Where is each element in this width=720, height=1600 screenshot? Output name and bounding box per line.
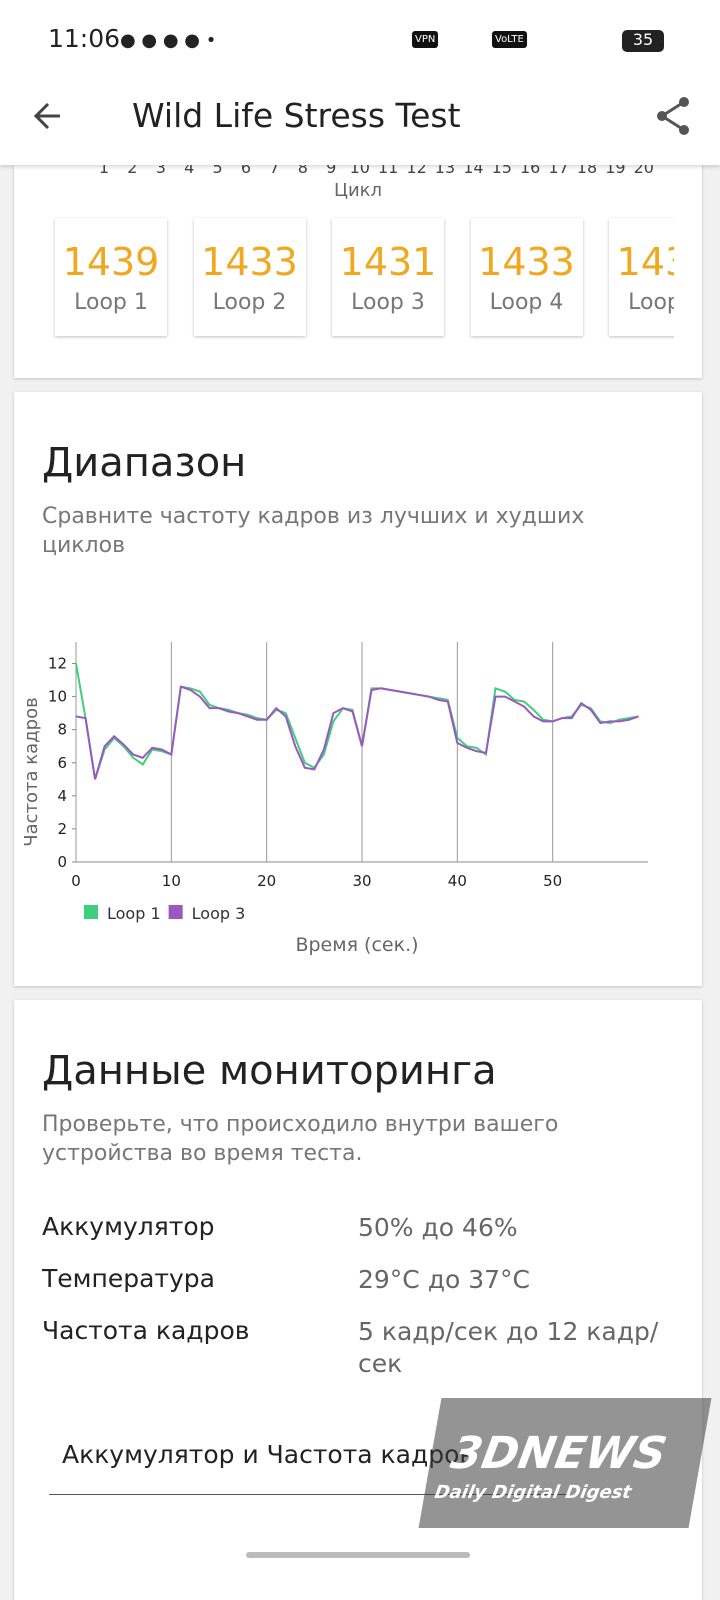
loop-label: Loop 3 [351,290,425,315]
chart: 0 10 20 30 40 50 0 2 4 6 8 10 12 Частота кадров Время … [21,642,648,956]
x-tick-label: 30 [352,872,371,890]
row-label: Частота кадров [42,1316,250,1345]
loop-card[interactable]: 1432 Loop 5 [609,218,674,336]
loop-score: 1433 [201,240,298,284]
tick-label: 8 [297,158,308,177]
section-subtitle: Проверьте, что происходило внутри вашего… [42,1112,559,1166]
watermark-brand: 3DNEWS [447,1428,671,1479]
y-tick-label: 10 [48,688,67,706]
header: 11:06 ● ● ● ● • VPN VoLTE 35 Wild Life S… [0,0,720,165]
watermark: 3DNEWS Daily Digital Digest [418,1398,712,1528]
notif-icons: ● ● ● ● • [120,30,217,51]
app-title: Wild Life Stress Test [132,96,461,135]
tick-label: 6 [240,158,252,177]
tick-label: 1 [98,158,110,177]
loop-score: 1431 [339,240,437,284]
home-indicator [246,1552,470,1558]
tick-label: 7 [269,158,280,177]
dropdown-underline [49,1494,569,1495]
back-button[interactable] [30,98,66,134]
x-tick-label: 20 [257,872,276,890]
section-subtitle: Сравните частоту кадров из лучших и худш… [42,504,585,558]
loop-score: 1439 [62,240,160,284]
tick-label: 4 [184,158,195,177]
loop-list: 1439 Loop 1 1433 Loop 2 1431 Loop 3 1433 Loop 4… [14,0,674,380]
y-tick-label: 8 [57,721,67,739]
row-value: 5 кадр/сек до 12 кадр/сек [358,1317,659,1378]
loop-label: Loop 4 [489,290,564,315]
loop-label: Loop 1 [74,290,148,315]
y-tick-label: 12 [48,655,67,673]
range-card: Диапазон Сравните частоту кадров из лучш… [14,392,702,986]
x-tick-label: 10 [162,872,181,890]
x-tick-label: 0 [71,872,81,890]
y-tick-label: 4 [57,787,67,805]
axis-label: Цикл [333,180,383,201]
loop-score: 1432 [616,240,674,284]
dropdown[interactable]: Аккумулятор и Частота кадров [62,1440,475,1469]
legend-swatch [84,905,98,919]
loop-label: Loop 5 [628,290,674,315]
tick-label: 5 [212,158,223,177]
row-label: Аккумулятор [42,1212,215,1241]
y-tick-label: 2 [57,820,67,838]
y-axis-label: Частота кадров [21,697,42,846]
tick-label: 3 [155,158,166,177]
x-tick-label: 40 [448,872,467,890]
row-label: Температура [42,1264,215,1293]
loop-card[interactable]: 1431 Loop 3 [332,218,444,336]
tick-label: 9 [326,158,337,177]
section-title: Данные мониторинга [42,1048,497,1094]
time: 11:06 [48,24,121,53]
legend-label: Loop 1 [107,904,161,923]
vpn-icon: VPN [412,31,439,48]
section-title: Диапазон [42,440,247,486]
loop-card[interactable]: 1433 Loop 4 [470,218,583,336]
battery: 35 [622,30,664,52]
share-button[interactable] [654,96,692,136]
y-tick-label: 0 [57,853,67,871]
x-tick-label: 50 [543,872,562,890]
legend-label: Loop 3 [192,904,246,923]
loop-label: Loop 2 [212,290,287,315]
x-axis-label: Время (сек.) [295,934,418,956]
watermark-tagline: Daily Digital Digest [432,1482,633,1503]
loop-score: 1433 [478,240,575,284]
tick-label: 2 [127,158,138,177]
series-line [75,685,639,780]
y-tick-label: 6 [57,754,67,772]
row-value: 29°C до 37°C [358,1265,531,1294]
loop-card[interactable]: 1439 Loop 1 [55,218,167,336]
volte-icon: VoLTE [492,31,527,48]
legend-swatch [168,905,183,919]
row-value: 50% до 46% [358,1213,518,1242]
loops-card: 1 2 3 4 5 6 7 8 9 10 11 12 13 14 15 16 17 18 19 20 Цикл 143… [14,150,702,378]
loop-card[interactable]: 1433 Loop 2 [193,218,306,336]
